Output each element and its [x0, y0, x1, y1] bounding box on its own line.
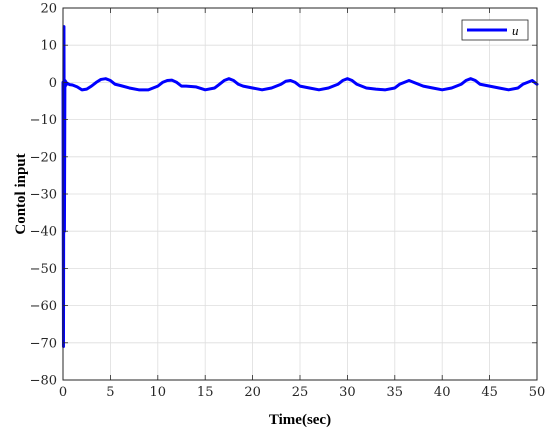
y-tick-label: −40	[30, 225, 57, 240]
x-tick-label: 25	[292, 385, 309, 400]
y-axis-title: Contol input	[13, 153, 29, 234]
x-tick-label: 35	[387, 385, 404, 400]
x-tick-label: 50	[529, 385, 546, 400]
x-tick-label: 15	[197, 385, 214, 400]
y-tick-label: −70	[30, 336, 57, 351]
y-tick-label: 20	[40, 2, 57, 17]
series-line-u	[61, 25, 539, 349]
legend-label-u: u	[512, 23, 519, 38]
x-axis-title: Time(sec)	[269, 412, 331, 428]
y-tick-label: −80	[30, 374, 57, 389]
series-layer	[61, 25, 539, 349]
y-tick-label: −20	[30, 150, 57, 165]
legend: u	[461, 19, 529, 41]
y-tick-label: 10	[40, 39, 57, 54]
x-tick-label: 40	[434, 385, 451, 400]
x-tick-label: 20	[244, 385, 261, 400]
x-tick-label: 30	[339, 385, 356, 400]
tick-marks	[62, 7, 538, 381]
x-tick-label: 10	[150, 385, 167, 400]
y-tick-label: −60	[30, 299, 57, 314]
x-tick-label: 45	[481, 385, 498, 400]
y-tick-label: −30	[30, 188, 57, 203]
y-tick-label: −10	[30, 113, 57, 128]
y-tick-labels: 20 10 0 −10 −20 −30 −40 −50 −60 −70 −80	[30, 2, 57, 389]
x-tick-label: 0	[59, 385, 67, 400]
x-tick-label: 5	[106, 385, 114, 400]
x-tick-labels: 0 5 10 15 20 25 30 35 40 45 50	[59, 385, 545, 400]
y-tick-label: −50	[30, 262, 57, 277]
y-tick-label: 0	[49, 76, 57, 91]
